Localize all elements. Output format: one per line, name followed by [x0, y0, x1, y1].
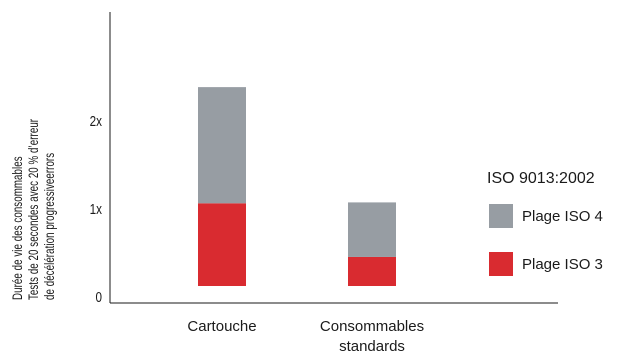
x-tick-label-1: Cartouche	[187, 318, 256, 335]
legend-item-iso3: Plage ISO 3	[489, 252, 603, 276]
y-tick-label-0: 0	[95, 289, 102, 306]
x-tick-label-2-line-1: Consommables	[320, 318, 424, 335]
x-tick-label-2-line-2: standards	[339, 338, 405, 352]
bar-1-plage-iso-3	[198, 203, 246, 286]
legend-swatch-iso3	[489, 252, 513, 276]
bar-2-plage-iso-3	[348, 256, 396, 286]
legend-swatch-iso4	[489, 204, 513, 228]
bar-1-plage-iso-4	[198, 87, 246, 204]
y-tick-label-2x: 2x	[90, 113, 103, 130]
legend-item-iso4: Plage ISO 4	[489, 204, 603, 228]
legend-title: ISO 9013:2002	[487, 170, 595, 187]
bar-2-plage-iso-4	[348, 202, 396, 257]
legend-label-iso3: Plage ISO 3	[522, 255, 603, 273]
legend-label-iso4: Plage ISO 4	[522, 207, 603, 225]
y-tick-label-1x: 1x	[90, 201, 103, 218]
